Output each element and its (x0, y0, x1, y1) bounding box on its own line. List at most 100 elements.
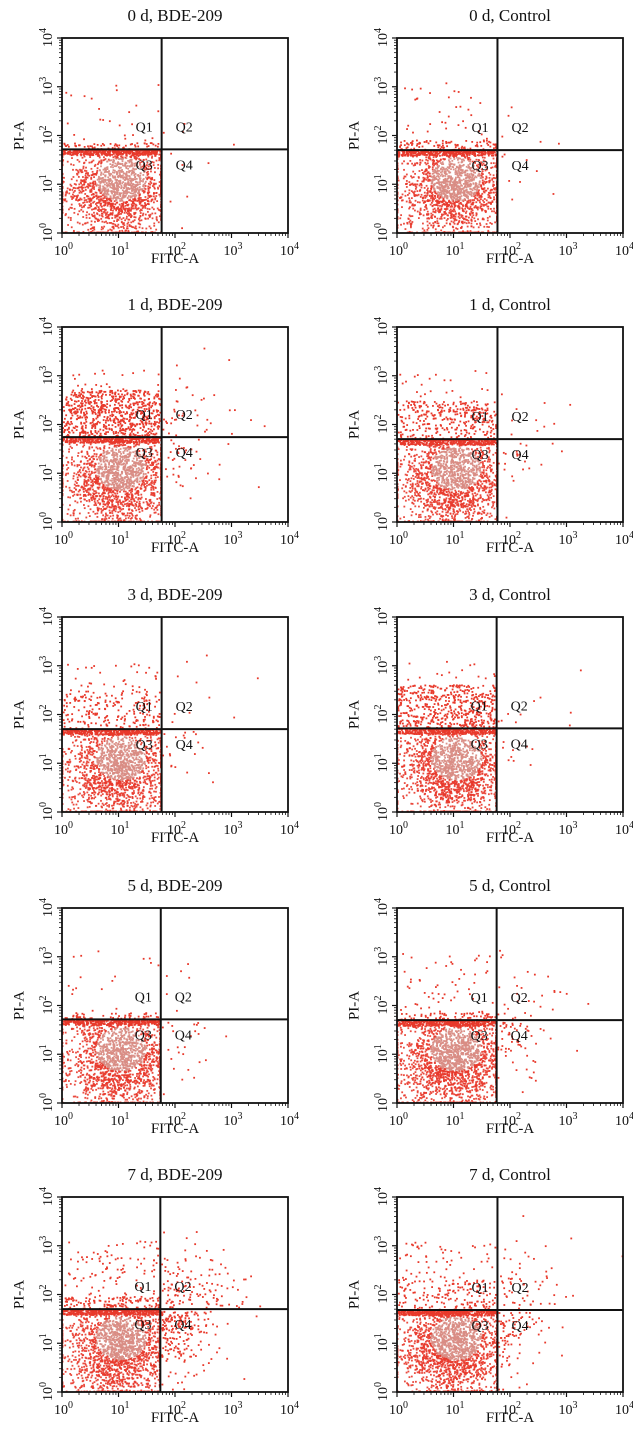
data-point (436, 201, 438, 204)
data-point (92, 201, 95, 204)
data-point (116, 191, 119, 193)
data-point (460, 214, 463, 216)
data-point (123, 190, 126, 193)
data-point (98, 151, 101, 153)
data-point (429, 190, 431, 193)
x-tick-label: 101 (446, 241, 465, 259)
data-point (81, 151, 84, 153)
data-point (75, 152, 77, 154)
data-point (461, 209, 464, 212)
data-point (108, 217, 111, 220)
data-point (79, 149, 82, 152)
data-point (454, 199, 457, 202)
data-point (101, 177, 103, 180)
data-point (106, 160, 108, 163)
data-point (143, 153, 146, 156)
data-point (419, 213, 421, 216)
data-point (115, 215, 118, 218)
data-point (96, 197, 98, 200)
data-point (490, 202, 492, 205)
data-point (135, 162, 137, 165)
data-point (65, 485, 68, 488)
data-point (116, 206, 119, 209)
data-point (122, 227, 125, 230)
data-point (110, 500, 113, 503)
data-point (84, 193, 87, 195)
data-point (403, 160, 405, 163)
data-point (146, 164, 148, 166)
data-point (115, 84, 118, 87)
data-point (458, 199, 461, 201)
data-point (137, 151, 140, 154)
data-point (156, 149, 159, 152)
data-point (493, 184, 495, 186)
data-point (147, 177, 150, 179)
data-point (107, 190, 110, 192)
data-point (484, 209, 486, 212)
data-point (414, 209, 416, 212)
data-point (114, 178, 117, 181)
data-point (99, 198, 102, 201)
data-point (93, 196, 96, 198)
data-point (149, 194, 152, 197)
data-point (87, 195, 90, 198)
data-point (110, 186, 113, 189)
data-point (431, 163, 434, 166)
data-point (89, 156, 92, 158)
data-point (147, 185, 150, 188)
data-point (473, 193, 476, 196)
data-point (115, 448, 117, 451)
data-point (102, 514, 105, 517)
data-point (89, 487, 92, 490)
data-point (150, 168, 152, 170)
data-point (73, 152, 76, 154)
data-point (456, 150, 458, 153)
data-point (467, 108, 470, 111)
data-point (143, 142, 146, 145)
data-point (77, 452, 80, 454)
data-point (149, 180, 152, 183)
data-point (130, 173, 133, 176)
data-point (124, 470, 127, 473)
data-point (114, 216, 117, 219)
data-point (149, 153, 151, 156)
data-point (119, 179, 122, 182)
data-point (146, 150, 149, 153)
data-point (457, 185, 460, 187)
data-point (107, 214, 110, 216)
data-point (129, 192, 132, 195)
data-point (116, 145, 119, 147)
data-point (139, 197, 142, 199)
data-point (78, 144, 80, 147)
data-point (130, 225, 133, 228)
data-point (471, 153, 474, 156)
data-point (83, 472, 86, 475)
data-point (122, 194, 125, 196)
data-point (457, 198, 460, 201)
data-point (104, 216, 107, 219)
data-point (443, 151, 445, 154)
data-point (466, 225, 469, 228)
data-point (136, 230, 138, 233)
data-point (151, 176, 154, 179)
data-point (149, 183, 152, 186)
data-point (403, 140, 406, 142)
data-point (483, 140, 485, 143)
data-point (471, 179, 474, 181)
data-point (459, 227, 462, 229)
data-point (453, 197, 456, 199)
data-point (490, 150, 493, 153)
data-point (126, 225, 129, 228)
data-point (429, 157, 431, 160)
data-point (151, 217, 154, 220)
data-point (82, 186, 84, 189)
data-point (463, 210, 465, 213)
data-point (492, 154, 495, 157)
data-point (457, 161, 460, 164)
data-point (111, 512, 114, 514)
data-point (135, 491, 138, 494)
data-point (147, 168, 150, 170)
data-point (448, 152, 451, 155)
data-point (142, 501, 145, 504)
data-point (107, 153, 110, 156)
